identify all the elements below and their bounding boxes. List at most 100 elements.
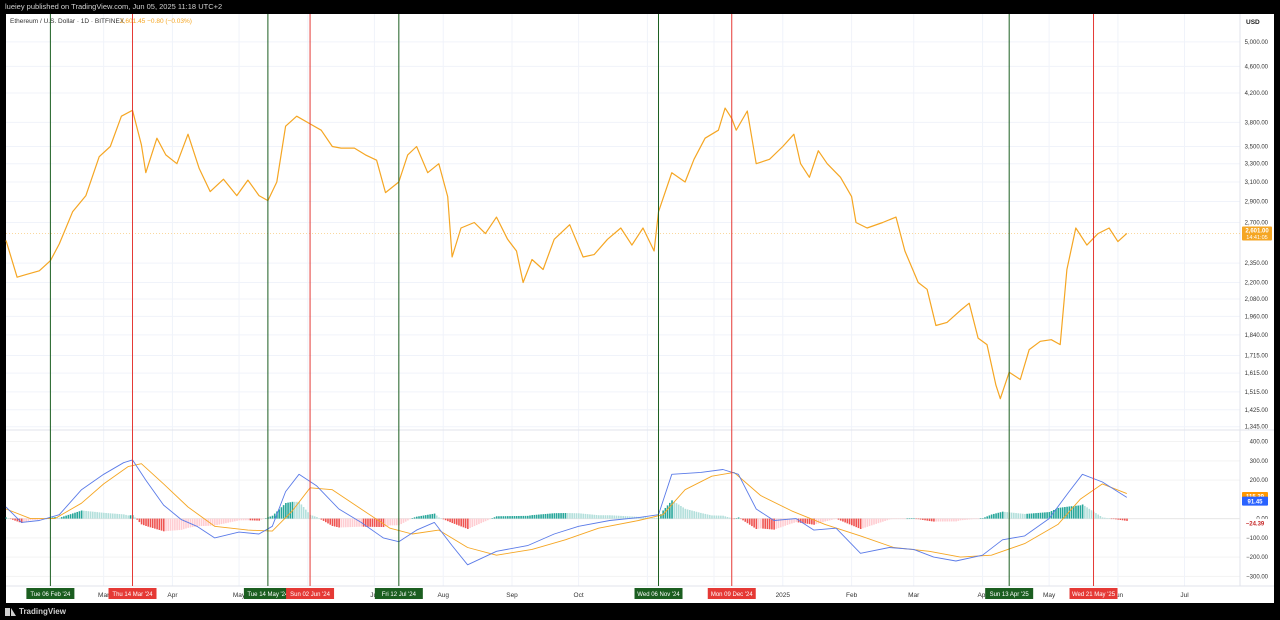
histogram-bar [844,518,846,523]
histogram-bar [136,518,138,520]
histogram-bar [402,518,405,523]
signal-marker-label: Wed 21 May '25 [1072,592,1116,598]
histogram-bar [895,518,897,520]
histogram-bar [458,518,460,526]
histogram-bar [400,518,403,525]
histogram-bar [16,518,19,522]
histogram-bar [540,514,542,519]
price-tick-label: 5,000.00 [1245,40,1269,46]
histogram-bar [673,501,676,519]
histogram-bar [145,518,147,526]
histogram-bar [882,518,884,522]
histogram-bar [147,518,150,527]
histogram-bar [604,515,607,519]
top-bar: lueiey published on TradingView.com, Jun… [0,0,1280,14]
histogram-bar [762,518,764,529]
histogram-bar [580,513,582,519]
price-tick-label: 1,840.00 [1245,333,1269,339]
histogram-bar [695,511,698,519]
histogram-bar [835,518,838,520]
price-tick-label: 2,080.00 [1245,297,1269,303]
histogram-bar [444,518,447,521]
time-tick-label: Mar [98,592,110,599]
histogram-bar [542,514,545,519]
histogram-bar [362,518,365,527]
osc-tick-label: 300.00 [1250,459,1269,465]
histogram-bar [111,513,114,519]
histogram-bar [373,518,376,527]
histogram-bar [886,518,889,521]
histogram-bar [349,518,352,528]
histogram-bar [462,518,465,528]
currency-label: USD [1246,19,1260,26]
histogram-bar [842,518,844,522]
histogram-bar [289,502,292,519]
histogram-bar [737,517,740,519]
histogram-bar [256,518,258,521]
histogram-bar [655,517,658,519]
histogram-bar [324,518,327,523]
histogram-bar [218,518,221,525]
histogram-bar [504,516,507,519]
histogram-bar [262,518,265,520]
histogram-bar [225,518,227,524]
histogram-bar [569,513,571,519]
histogram-bar [431,513,434,519]
tradingview-logo[interactable]: TradingView [5,607,66,616]
histogram-bar [307,512,309,519]
histogram-bar [897,518,900,520]
histogram-bar [240,518,243,521]
histogram-bar [52,517,54,519]
histogram-bar [866,518,869,527]
histogram-bar [933,518,935,522]
histogram-bar [584,513,587,519]
time-tick-label: Feb [846,592,858,599]
histogram-bar [305,509,307,519]
histogram-bar [1064,507,1066,519]
price-tick-label: 1,715.00 [1245,353,1269,359]
histogram-bar [327,518,329,524]
histogram-bar [311,515,314,519]
histogram-bar [249,518,252,521]
histogram-bar [407,518,409,521]
histogram-bar [651,517,653,519]
histogram-bar [189,518,192,528]
histogram-bar [986,516,988,519]
price-tick-label: 1,345.00 [1245,425,1269,431]
histogram-bar [1119,518,1122,520]
histogram-bar [1052,509,1055,519]
histogram-bar [1059,507,1062,519]
histogram-bar [573,513,576,519]
histogram-bar [795,518,798,523]
histogram-bar [120,514,123,519]
histogram-bar [1070,506,1073,519]
histogram-bar [566,513,569,519]
histogram-bar [549,513,551,519]
histogram-bar [134,517,136,519]
histogram-bar [151,518,154,528]
histogram-bar [1088,508,1091,519]
histogram-bar [828,518,831,521]
histogram-bar [779,518,782,528]
histogram-bar [182,518,185,530]
histogram-bar [535,514,538,519]
histogram-bar [1015,513,1017,519]
histogram-bar [205,518,207,526]
histogram-bar [56,517,59,519]
histogram-bar [904,518,906,520]
histogram-bar [1106,518,1108,519]
histogram-bar [717,515,720,519]
histogram-bar [433,513,436,519]
histogram-bar [1055,508,1057,519]
histogram-bar [864,518,866,528]
histogram-bar [242,518,245,521]
histogram-bar [877,518,880,524]
histogram-bar [451,518,454,524]
histogram-bar [404,518,407,522]
signal-marker-label: Tue 14 May '24 [247,592,289,598]
time-tick-label: May [1043,592,1056,599]
histogram-bar [1019,513,1022,519]
histogram-bar [174,518,176,531]
histogram-bar [600,515,602,519]
